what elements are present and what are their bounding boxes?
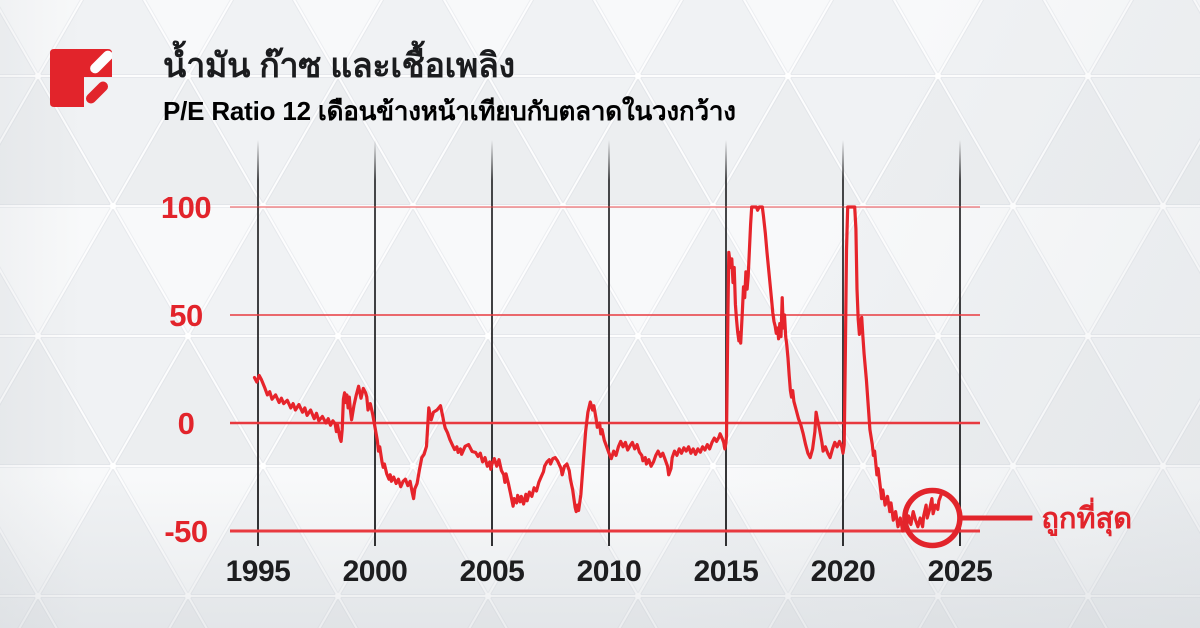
- lowest-point-circle-annotation: [902, 487, 963, 549]
- x-axis-tick-labels: 1995 2000 2005 2010 2015 2020 2025: [226, 555, 993, 588]
- x-tick-label: 2015: [694, 555, 759, 588]
- brand-logo: [50, 49, 112, 107]
- annotation-label: ถูกที่สุด: [1041, 497, 1132, 536]
- x-tick-label: 2005: [460, 555, 525, 588]
- horizontal-gridlines: [230, 206, 980, 533]
- y-axis-tick-labels: 100 50 0 -50: [161, 190, 212, 549]
- x-tick-label: 2010: [577, 555, 642, 588]
- y-tick-label: -50: [164, 514, 207, 549]
- x-tick-label: 2020: [811, 555, 876, 588]
- series-line: [252, 205, 943, 533]
- vertical-gridlines: [257, 140, 961, 546]
- x-tick-label: 2000: [343, 555, 408, 588]
- x-tick-label: 2025: [928, 555, 993, 588]
- logo-white-slash: [90, 50, 112, 74]
- logo-red-slash: [85, 81, 109, 104]
- header: น้ำมัน ก๊าซ และเชื้อเพลิง P/E Ratio 12 เ…: [163, 44, 736, 127]
- y-tick-label: 100: [161, 190, 211, 225]
- y-tick-label: 50: [169, 298, 202, 333]
- x-tick-label: 1995: [226, 555, 291, 588]
- page-title: น้ำมัน ก๊าซ และเชื้อเพลิง: [163, 47, 515, 85]
- chart-subtitle: P/E Ratio 12 เดือนข้างหน้าเทียบกับตลาดใน…: [163, 95, 736, 126]
- y-tick-label: 0: [178, 406, 195, 441]
